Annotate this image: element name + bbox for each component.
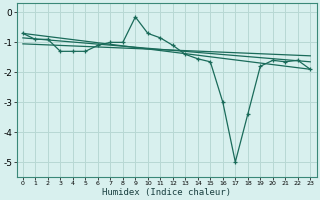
X-axis label: Humidex (Indice chaleur): Humidex (Indice chaleur) bbox=[102, 188, 231, 197]
